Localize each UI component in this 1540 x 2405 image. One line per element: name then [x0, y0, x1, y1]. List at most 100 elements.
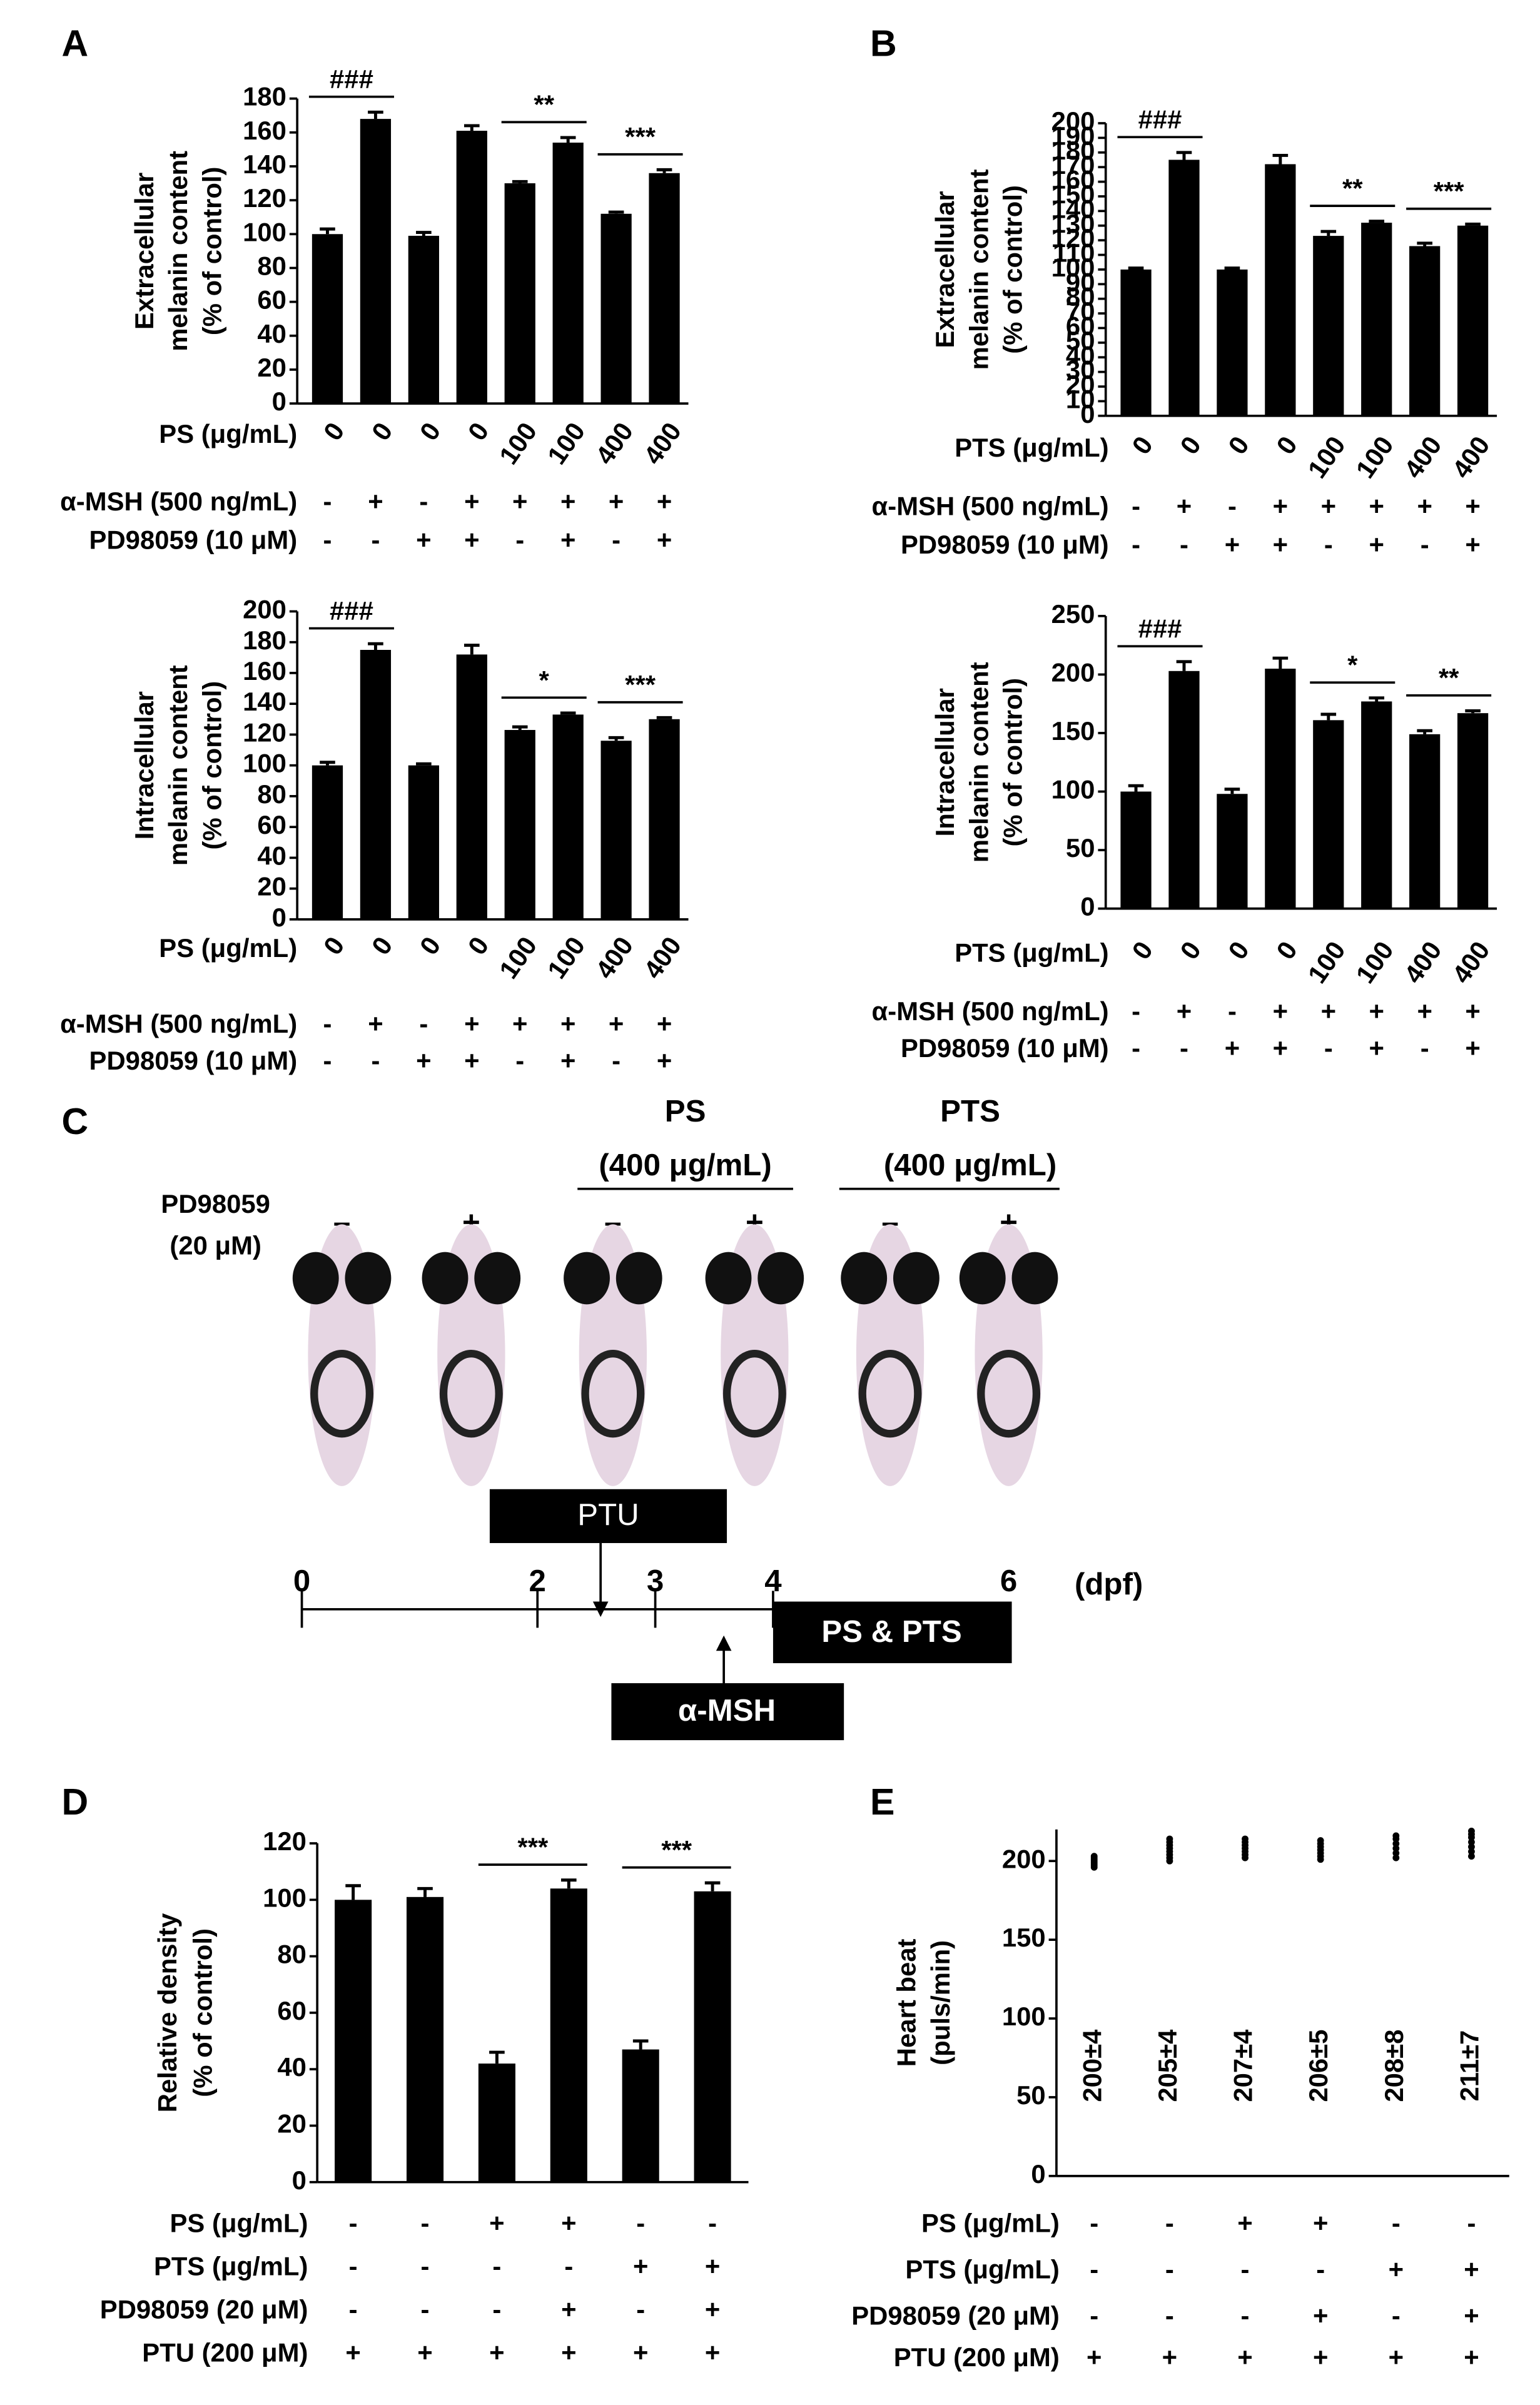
y-tick-label: 20	[257, 872, 286, 901]
panel-label: C	[61, 1101, 88, 1142]
treatment-label: PTS (μg/mL)	[955, 433, 1108, 462]
bar	[360, 650, 392, 919]
error-bar	[320, 761, 335, 766]
treatment-value: +	[1369, 530, 1384, 559]
significance-label: ***	[1434, 176, 1465, 206]
treatment-value: +	[705, 2252, 720, 2281]
bar	[504, 183, 535, 404]
treatment-value: +	[1313, 2209, 1328, 2238]
y-tick-label: 170	[1051, 150, 1095, 180]
treatment-value: +	[561, 2338, 576, 2367]
y-axis-label: Extracellular	[930, 191, 960, 348]
error-bar	[632, 2039, 649, 2050]
significance-label: ###	[1138, 614, 1182, 644]
treatment-value: 400	[1398, 431, 1447, 484]
treatment-label: PD98059 (20 μM)	[100, 2295, 308, 2324]
bar	[1120, 269, 1152, 416]
treatment-value: -	[1090, 2301, 1098, 2330]
treatment-value: +	[1465, 492, 1480, 521]
treatment-label: PD98059 (10 μM)	[89, 525, 298, 555]
y-tick-label: 120	[243, 717, 286, 747]
treatment-value: -	[1132, 996, 1140, 1026]
error-bar	[368, 642, 383, 651]
y-tick-label: 0	[272, 387, 286, 416]
significance-label: ***	[517, 1833, 549, 1862]
y-tick-label: 200	[1051, 657, 1095, 687]
treatment-value: 0	[462, 931, 495, 960]
treatment-value: +	[1465, 996, 1480, 1026]
y-tick-label: 160	[243, 116, 286, 145]
fish-eye	[959, 1252, 1006, 1305]
treatment-value: 400	[590, 931, 639, 984]
treatment-value: +	[1087, 2342, 1102, 2372]
significance-label: **	[1439, 663, 1459, 692]
treatment-value: +	[1369, 996, 1384, 1026]
error-bar	[656, 716, 672, 719]
fish-eye	[345, 1252, 392, 1305]
bar	[552, 714, 584, 919]
point	[1468, 1853, 1475, 1860]
treatment-value: +	[1464, 2342, 1479, 2372]
treatment-value: -	[323, 1009, 332, 1038]
treatment-value: -	[1180, 1033, 1188, 1063]
bar	[1409, 734, 1441, 909]
error-bar	[560, 711, 576, 715]
point	[1166, 1835, 1173, 1843]
y-tick-label: 0	[272, 903, 286, 932]
treatment-value: -	[1241, 2255, 1250, 2284]
treatment-value: -	[1316, 2255, 1325, 2284]
error-bar	[1224, 266, 1240, 270]
y-tick-label: 250	[1051, 599, 1095, 629]
treatment-value: +	[464, 1046, 479, 1075]
treatment-value: +	[1273, 492, 1288, 521]
y-tick-label: 160	[243, 656, 286, 686]
treatment-value: +	[657, 525, 672, 555]
treatment-value: -	[564, 2252, 573, 2281]
treatment-value: -	[1180, 530, 1188, 559]
error-bar	[1369, 220, 1385, 223]
fish-yolk	[858, 1349, 922, 1438]
bar	[478, 2063, 515, 2182]
error-bar	[416, 231, 432, 236]
treatment-label: PTS (μg/mL)	[955, 938, 1108, 968]
y-axis-label: melanin content	[163, 151, 193, 352]
treatment-value: +	[657, 1046, 672, 1075]
treatment-value: +	[417, 2338, 432, 2367]
treatment-value: -	[515, 1046, 524, 1075]
treatment-label: α-MSH (500 ng/mL)	[872, 996, 1109, 1026]
bar	[1313, 236, 1344, 416]
error-bar	[1369, 696, 1385, 702]
treatment-label: PTU (200 μM)	[894, 2342, 1060, 2372]
treatment-value: +	[1321, 492, 1336, 521]
bar	[408, 235, 439, 404]
treatment-value: -	[349, 2295, 358, 2324]
treatment-value: +	[561, 2295, 576, 2324]
treatment-value: -	[1241, 2301, 1250, 2330]
panel-label: E	[870, 1781, 894, 1823]
treatment-value: -	[349, 2209, 358, 2238]
y-tick-label: 50	[1066, 326, 1095, 355]
treatment-value: -	[421, 2252, 430, 2281]
y-tick-label: 100	[243, 217, 286, 246]
error-bar	[1417, 241, 1432, 246]
treatment-value: -	[371, 1046, 380, 1075]
panel-label: B	[870, 23, 897, 64]
treatment-value: +	[345, 2338, 360, 2367]
arrow-head	[716, 1635, 732, 1651]
point	[1392, 1850, 1400, 1857]
treatment-value: +	[1465, 1033, 1480, 1063]
treatment-value: +	[512, 487, 527, 516]
y-axis-label: (% of control)	[197, 167, 226, 336]
y-tick-label: 140	[1051, 194, 1095, 223]
treatment-value: 100	[1302, 431, 1351, 484]
treatment-value: -	[492, 2252, 501, 2281]
treatment-value: +	[657, 487, 672, 516]
value-label: 211±7	[1455, 2030, 1484, 2102]
treatment-value: 100	[494, 931, 543, 984]
treatment-value: 400	[638, 931, 687, 984]
bar	[1457, 713, 1489, 909]
bar	[456, 654, 487, 919]
fish-eye	[615, 1252, 662, 1305]
box-label: PS & PTS	[821, 1614, 961, 1649]
error-bar	[512, 180, 528, 184]
